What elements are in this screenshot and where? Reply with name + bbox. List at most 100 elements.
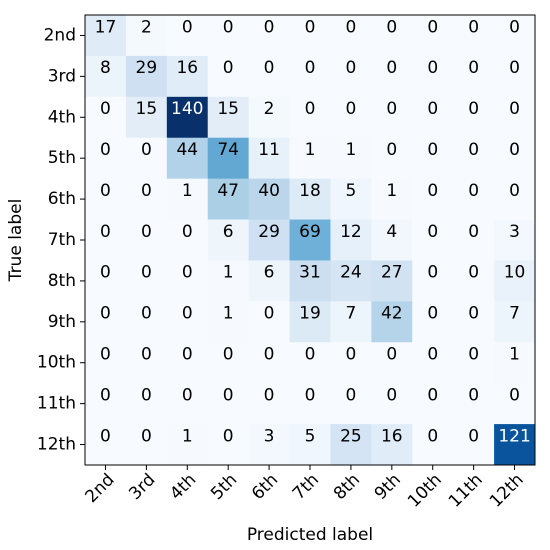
cell	[289, 383, 331, 425]
cell	[371, 260, 413, 302]
y-tick-label: 8th	[48, 271, 76, 291]
cell	[371, 137, 413, 180]
cell	[371, 383, 413, 425]
cell-label: 0	[468, 385, 479, 405]
cell-label: 0	[386, 140, 397, 160]
cell-label: 0	[427, 385, 438, 405]
cell-label: 1	[223, 263, 234, 283]
cell	[166, 15, 209, 57]
cell-label: 0	[100, 345, 111, 365]
cell-label: 7	[509, 304, 520, 324]
cell	[330, 15, 372, 57]
cell-label: 0	[305, 99, 316, 119]
cell-label: 47	[217, 181, 239, 201]
cell	[207, 137, 250, 180]
y-tick-label: 12th	[37, 435, 76, 455]
cell	[453, 137, 495, 180]
x-tick-label: 12th	[486, 470, 528, 512]
cell	[371, 96, 413, 139]
cell	[289, 96, 331, 139]
cell-label: 0	[182, 17, 193, 37]
cell	[125, 260, 168, 302]
cell-label: 1	[386, 181, 397, 201]
cell	[371, 342, 413, 384]
cell	[453, 96, 495, 139]
cell	[125, 342, 168, 384]
cell	[85, 342, 127, 384]
cell-label: 3	[509, 222, 520, 242]
cell-label: 11	[258, 140, 280, 160]
cell-label: 0	[100, 222, 111, 242]
cell	[412, 301, 454, 343]
cell	[494, 383, 536, 425]
cell-label: 6	[223, 222, 234, 242]
cell-label: 0	[223, 17, 234, 37]
cell-label: 69	[299, 222, 321, 242]
x-axis-label: Predicted label	[247, 525, 373, 545]
cell-label: 0	[427, 17, 438, 37]
cell	[494, 342, 536, 384]
cell-label: 27	[381, 263, 403, 283]
cell-label: 40	[258, 181, 280, 201]
cell-label: 0	[427, 263, 438, 283]
cell	[248, 178, 291, 221]
cell	[453, 15, 495, 57]
cell-label: 44	[176, 140, 198, 160]
cell	[166, 301, 209, 343]
x-tick-label: 3rd	[125, 470, 159, 504]
y-tick-label: 3rd	[48, 66, 76, 86]
cell	[125, 55, 168, 98]
cell-label: 0	[468, 181, 479, 201]
cell-label: 0	[182, 385, 193, 405]
cell-label: 0	[509, 181, 520, 201]
cell-label: 0	[427, 345, 438, 365]
cell-label: 0	[427, 181, 438, 201]
cell	[330, 383, 372, 425]
cell-label: 15	[136, 99, 158, 119]
cell-label: 10	[504, 263, 526, 283]
cell	[330, 260, 372, 302]
cell	[494, 301, 536, 343]
y-axis-label: True label	[6, 199, 26, 283]
cell	[85, 219, 127, 261]
cell-label: 1	[305, 140, 316, 160]
cell	[453, 219, 495, 261]
cell-label: 29	[136, 58, 158, 78]
cell	[371, 424, 413, 466]
cell-label: 0	[223, 58, 234, 78]
cell	[207, 55, 250, 98]
cell-label: 0	[345, 345, 356, 365]
cell-label: 0	[141, 140, 152, 160]
y-tick-label: 7th	[48, 230, 76, 250]
cell-label: 0	[509, 385, 520, 405]
cell	[412, 137, 454, 180]
cell-label: 0	[468, 17, 479, 37]
cell-label: 0	[305, 58, 316, 78]
cell-label: 0	[468, 99, 479, 119]
x-tick-label: 10th	[404, 470, 446, 512]
cell	[166, 96, 209, 139]
cell	[289, 55, 331, 98]
cell	[412, 383, 454, 425]
cell-label: 0	[345, 99, 356, 119]
cell	[248, 424, 291, 466]
cell	[494, 260, 536, 302]
cell	[248, 260, 291, 302]
cell-label: 19	[299, 304, 321, 324]
cell	[207, 260, 250, 302]
cell	[412, 424, 454, 466]
cell	[412, 260, 454, 302]
cell-label: 16	[381, 426, 403, 446]
cell	[125, 424, 168, 466]
cell	[289, 301, 331, 343]
cell	[125, 301, 168, 343]
cell	[85, 55, 127, 98]
cell-label: 1	[182, 181, 193, 201]
cell-label: 0	[305, 17, 316, 37]
cell-label: 0	[223, 345, 234, 365]
cell-label: 0	[468, 345, 479, 365]
cell-label: 4	[386, 222, 397, 242]
cell	[412, 96, 454, 139]
cell	[330, 96, 372, 139]
cell	[371, 178, 413, 221]
